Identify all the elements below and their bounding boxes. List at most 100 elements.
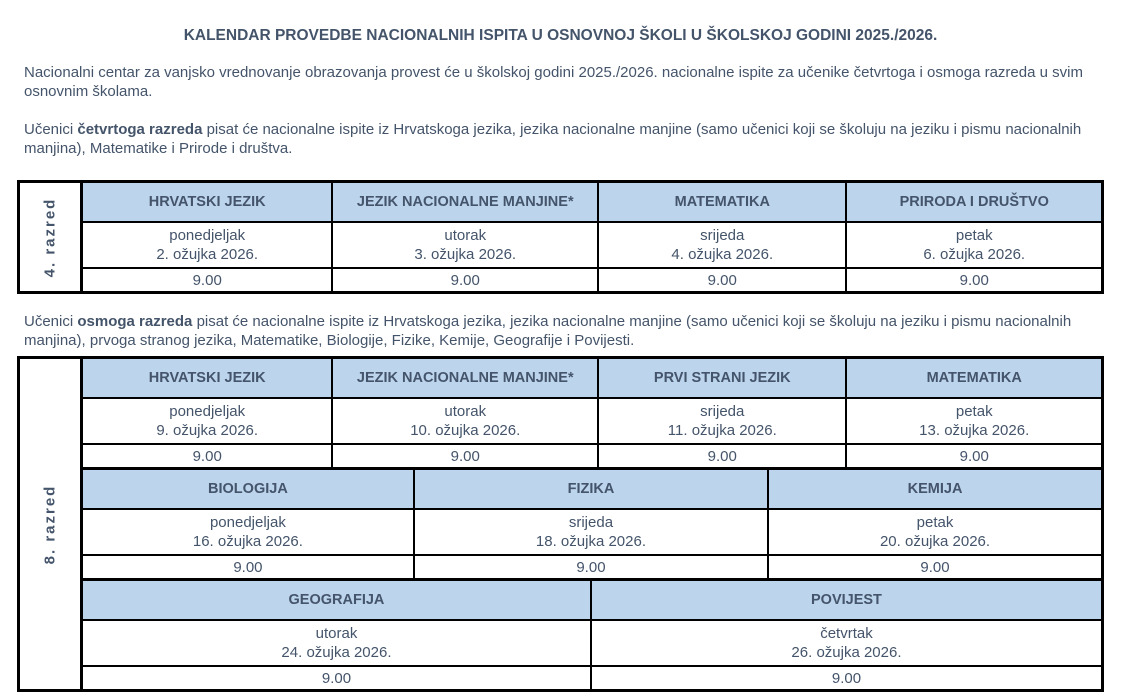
- date: 24. ožujka 2026.: [281, 644, 392, 661]
- time-cell: 9.00: [412, 556, 767, 578]
- date-cell: petak 13. ožujka 2026.: [845, 399, 1101, 443]
- date: 16. ožujka 2026.: [192, 533, 303, 550]
- weekday: četvrtak: [820, 625, 873, 642]
- date: 2. ožujka 2026.: [156, 246, 259, 263]
- date: 13. ožujka 2026.: [919, 422, 1030, 439]
- grade4-paragraph-prefix: Učenici: [24, 121, 78, 138]
- time-row: 9.00 9.00: [83, 667, 1101, 689]
- time-cell: 9.00: [331, 269, 597, 291]
- subject-header-row: GEOGRAFIJA POVIJEST: [83, 581, 1101, 621]
- table-grade-8: 8. razred HRVATSKI JEZIK JEZIK NACIONALN…: [17, 356, 1104, 692]
- date-row: ponedjeljak 16. ožujka 2026. srijeda 18.…: [83, 510, 1101, 556]
- table-grade-4-content: HRVATSKI JEZIK JEZIK NACIONALNE MANJINE*…: [83, 183, 1101, 291]
- subject-header-row: HRVATSKI JEZIK JEZIK NACIONALNE MANJINE*…: [83, 183, 1101, 223]
- time-cell: 9.00: [192, 447, 222, 465]
- time-row: 9.00 9.00 9.00 9.00: [83, 445, 1101, 467]
- grade8-paragraph-rest: pisat će nacionalne ispite iz Hrvatskoga…: [24, 313, 1072, 349]
- time-row: 9.00 9.00 9.00: [83, 556, 1101, 578]
- date: 26. ožujka 2026.: [791, 644, 902, 661]
- subject-header-row: HRVATSKI JEZIK JEZIK NACIONALNE MANJINE*…: [83, 359, 1101, 399]
- date-cell: ponedjeljak 16. ožujka 2026.: [83, 510, 413, 554]
- date-cell: četvrtak 26. ožujka 2026.: [589, 621, 1101, 665]
- page-title: KALENDAR PROVEDBE NACIONALNIH ISPITA U O…: [183, 27, 938, 44]
- date-row: utorak 24. ožujka 2026. četvrtak 26. ožu…: [83, 621, 1101, 667]
- subject-header-cell: JEZIK NACIONALNE MANJINE*: [331, 183, 597, 221]
- time-cell: 9.00: [331, 445, 597, 467]
- date-row: ponedjeljak 9. ožujka 2026. utorak 10. o…: [83, 399, 1101, 445]
- grade8-paragraph: Učenici osmoga razreda pisat će nacional…: [24, 312, 1104, 350]
- date: 18. ožujka 2026.: [535, 533, 646, 550]
- time-row: 9.00 9.00 9.00 9.00: [83, 269, 1101, 291]
- time-cell: 9.00: [597, 269, 845, 291]
- time-cell: 9.00: [845, 445, 1101, 467]
- subject-header-cell: POVIJEST: [589, 581, 1101, 619]
- grade4-paragraph: Učenici četvrtoga razreda pisat će nacio…: [24, 120, 1104, 158]
- subject-header-cell: HRVATSKI JEZIK: [148, 370, 266, 386]
- date-cell: utorak 10. ožujka 2026.: [331, 399, 597, 443]
- weekday: srijeda: [568, 514, 614, 531]
- weekday: srijeda: [700, 403, 745, 420]
- date-cell: srijeda 4. ožujka 2026.: [597, 223, 845, 267]
- weekday: ponedjeljak: [169, 227, 246, 244]
- time-cell: 9.00: [845, 269, 1101, 291]
- subject-header-cell: KEMIJA: [767, 470, 1101, 508]
- date: 20. ožujka 2026.: [879, 533, 991, 550]
- subject-header-cell: JEZIK NACIONALNE MANJINE*: [331, 359, 597, 397]
- subject-header-cell: FIZIKA: [412, 470, 767, 508]
- time-cell: 9.00: [589, 667, 1101, 689]
- date-cell: ponedjeljak 2. ožujka 2026.: [83, 223, 331, 267]
- intro-paragraph: Nacionalni centar za vanjsko vrednovanje…: [24, 64, 1083, 100]
- weekday: ponedjeljak: [169, 403, 246, 420]
- subject-header-cell: MATEMATIKA: [845, 359, 1101, 397]
- date-cell: srijeda 11. ožujka 2026.: [597, 399, 845, 443]
- weekday: utorak: [315, 625, 358, 642]
- weekday: utorak: [444, 227, 487, 244]
- table-grade-8-content: HRVATSKI JEZIK JEZIK NACIONALNE MANJINE*…: [83, 359, 1101, 689]
- weekday: petak: [955, 227, 993, 244]
- date: 9. ožujka 2026.: [156, 422, 259, 439]
- weekday: srijeda: [700, 227, 745, 244]
- time-cell: 9.00: [321, 669, 352, 687]
- subject-header-cell: GEOGRAFIJA: [288, 592, 385, 608]
- date-row: ponedjeljak 2. ožujka 2026. utorak 3. ož…: [83, 223, 1101, 269]
- weekday: petak: [955, 403, 993, 420]
- grade8-paragraph-bold: osmoga razreda: [77, 313, 193, 330]
- subject-header-cell: MATEMATIKA: [597, 183, 845, 221]
- time-cell: 9.00: [597, 445, 845, 467]
- date: 6. ožujka 2026.: [923, 246, 1026, 263]
- table-grade-8-section-2: BIOLOGIJA FIZIKA KEMIJA ponedjeljak 16. …: [83, 467, 1101, 578]
- grade-8-label-cell: 8. razred: [20, 359, 83, 689]
- subject-header-row: BIOLOGIJA FIZIKA KEMIJA: [83, 470, 1101, 510]
- table-grade-4-section: HRVATSKI JEZIK JEZIK NACIONALNE MANJINE*…: [83, 183, 1101, 291]
- grade-8-label: 8. razred: [41, 484, 59, 564]
- grade4-paragraph-bold: četvrtoga razreda: [77, 121, 203, 138]
- subject-header-cell: HRVATSKI JEZIK: [148, 194, 266, 210]
- date-cell: ponedjeljak 9. ožujka 2026.: [83, 399, 331, 443]
- weekday: ponedjeljak: [209, 514, 286, 531]
- table-grade-8-section-1: HRVATSKI JEZIK JEZIK NACIONALNE MANJINE*…: [83, 359, 1101, 467]
- subject-header-cell: PRVI STRANI JEZIK: [597, 359, 845, 397]
- grade-4-label: 4. razred: [41, 197, 59, 277]
- table-grade-8-section-3: GEOGRAFIJA POVIJEST utorak 24. ožujka 20…: [83, 578, 1101, 689]
- date: 10. ožujka 2026.: [410, 422, 521, 439]
- weekday: utorak: [444, 403, 487, 420]
- date-cell: utorak 24. ožujka 2026.: [83, 621, 590, 665]
- time-cell: 9.00: [233, 558, 263, 576]
- date: 4. ožujka 2026.: [671, 246, 774, 263]
- time-cell: 9.00: [767, 556, 1101, 578]
- date-cell: utorak 3. ožujka 2026.: [331, 223, 597, 267]
- date-cell: srijeda 18. ožujka 2026.: [412, 510, 767, 554]
- grade-4-label-cell: 4. razred: [20, 183, 83, 291]
- date-cell: petak 6. ožujka 2026.: [845, 223, 1101, 267]
- grade8-paragraph-prefix: Učenici: [24, 313, 78, 330]
- grade4-paragraph-rest: pisat će nacionalne ispite iz Hrvatskoga…: [24, 121, 1082, 157]
- table-grade-4: 4. razred HRVATSKI JEZIK JEZIK NACIONALN…: [17, 180, 1104, 294]
- subject-header-cell: PRIRODA I DRUŠTVO: [845, 183, 1101, 221]
- weekday: petak: [916, 514, 954, 531]
- date: 11. ožujka 2026.: [667, 422, 777, 439]
- subject-header-cell: BIOLOGIJA: [208, 481, 288, 497]
- time-cell: 9.00: [192, 271, 222, 289]
- date: 3. ožujka 2026.: [414, 246, 517, 263]
- date-cell: petak 20. ožujka 2026.: [767, 510, 1101, 554]
